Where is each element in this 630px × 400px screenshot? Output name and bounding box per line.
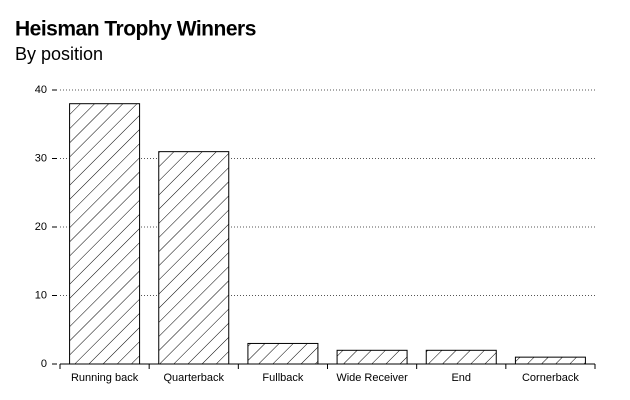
x-tick-label: Cornerback: [522, 372, 579, 384]
bar: [425, 349, 497, 365]
chart-title: Heisman Trophy Winners: [15, 18, 256, 41]
chart-subtitle: By position: [15, 44, 103, 64]
y-tick-label: 10: [35, 289, 47, 301]
bar: [514, 356, 586, 365]
bar: [336, 349, 408, 365]
x-tick-label: End: [451, 372, 471, 384]
x-tick-label: Quarterback: [163, 372, 224, 384]
x-tick-label: Running back: [71, 372, 139, 384]
y-tick-label: 40: [35, 84, 47, 96]
y-tick-label: 30: [35, 152, 47, 164]
y-tick-label: 0: [41, 358, 47, 370]
bar: [158, 151, 230, 365]
x-tick-label: Fullback: [262, 372, 303, 384]
bar: [69, 103, 141, 365]
x-tick-label: Wide Receiver: [336, 372, 408, 384]
bar: [247, 342, 319, 365]
y-tick-label: 20: [35, 221, 47, 233]
